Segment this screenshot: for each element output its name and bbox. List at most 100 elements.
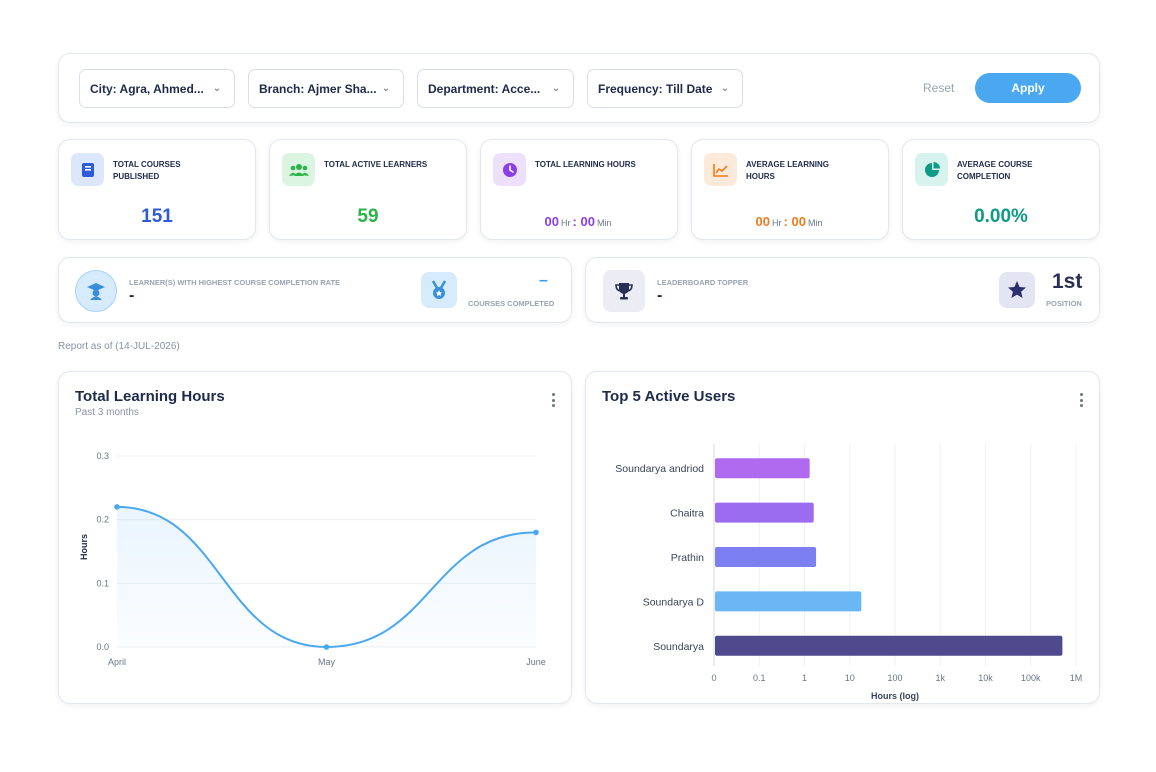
- chart-menu-icon[interactable]: [1077, 392, 1085, 408]
- department-filter-label: Department: Acce...: [428, 81, 541, 96]
- stat-label: TOTAL COURSES PUBLISHED: [113, 160, 181, 181]
- filter-bar: City: Agra, Ahmed... ⌄ Branch: Ajmer Sha…: [58, 53, 1100, 123]
- city-filter-label: City: Agra, Ahmed...: [90, 81, 204, 96]
- line-chart: 0.0 0.1 0.2 0.3 Hours April May June: [79, 451, 546, 667]
- data-point: [533, 529, 539, 536]
- stat-card-learning-hours: TOTAL LEARNING HOURS 00 Hr: 00 Min: [480, 139, 678, 240]
- position-label: POSITION: [1046, 299, 1082, 308]
- stat-label: TOTAL ACTIVE LEARNERS: [324, 160, 428, 169]
- y-tick-label: 0.0: [96, 642, 109, 652]
- x-tick-label: June: [526, 657, 546, 667]
- bar-category-label: Prathin: [671, 552, 704, 564]
- chart-title: Total Learning Hours: [75, 388, 225, 405]
- graduate-icon: [75, 270, 117, 312]
- highest-completion-card: LEARNER(S) WITH HIGHEST COURSE COMPLETIO…: [58, 257, 572, 323]
- chart-menu-icon[interactable]: [549, 392, 557, 408]
- y-tick-label: 0.3: [96, 451, 109, 461]
- book-icon: [71, 153, 104, 186]
- bar: [715, 635, 1063, 656]
- stat-value: 151: [141, 206, 173, 227]
- leaderboard-value: -: [657, 287, 663, 304]
- bar-category-label: Soundarya D: [643, 596, 705, 608]
- branch-filter-label: Branch: Ajmer Sha...: [259, 81, 377, 96]
- hours-unit: Hr: [561, 218, 571, 228]
- data-point: [114, 504, 120, 510]
- x-tick-label: May: [318, 657, 336, 667]
- bar: [715, 591, 862, 612]
- minutes-value: 00: [580, 214, 595, 229]
- highest-completion-value: -: [129, 287, 135, 304]
- courses-completed-label: COURSES COMPLETED: [468, 299, 555, 308]
- line-chart-icon: [704, 153, 737, 186]
- x-tick-label: 0.1: [753, 673, 766, 683]
- leaderboard-card: LEADERBOARD TOPPER - 1st POSITION: [585, 257, 1100, 323]
- data-point: [323, 644, 330, 650]
- stat-value: 59: [357, 206, 379, 227]
- hours-value: 00: [755, 214, 770, 229]
- line-area: [117, 506, 536, 647]
- chevron-down-icon: ⌄: [381, 83, 391, 94]
- branch-filter-dropdown[interactable]: Branch: Ajmer Sha... ⌄: [248, 69, 404, 108]
- average-hours-value: 00 Hr: 00 Min: [692, 214, 888, 229]
- y-tick-label: 0.1: [96, 578, 109, 588]
- star-icon: [999, 272, 1035, 308]
- stat-card-average-hours: AVERAGE LEARNING HOURS 00 Hr: 00 Min: [691, 139, 889, 240]
- y-axis-label: Hours: [79, 534, 89, 560]
- stat-card-courses: TOTAL COURSES PUBLISHED 151: [58, 139, 256, 240]
- users-icon: [282, 153, 315, 186]
- x-tick-label: 10: [845, 673, 855, 683]
- bar-category-label: Soundarya andriod: [615, 463, 704, 475]
- minutes-unit: Min: [596, 218, 612, 228]
- minutes-value: 00: [791, 214, 806, 229]
- trophy-icon: [603, 270, 645, 312]
- bar: [715, 547, 817, 567]
- courses-completed-value: –: [539, 272, 548, 289]
- learning-hours-value: 00 Hr: 00 Min: [481, 214, 677, 229]
- chart-subtitle: Past 3 months: [75, 407, 139, 418]
- apply-button[interactable]: Apply: [975, 73, 1081, 103]
- pie-chart-icon: [915, 153, 948, 186]
- bar-category-label: Soundarya: [653, 641, 704, 653]
- city-filter-dropdown[interactable]: City: Agra, Ahmed... ⌄: [79, 69, 235, 108]
- medal-icon: [421, 272, 457, 308]
- stat-card-completion: AVERAGE COURSE COMPLETION 0.00%: [902, 139, 1100, 240]
- bar-category-label: Chaitra: [670, 508, 704, 520]
- bar-chart: 0 0.1 1 10 100 1k 10k 100k 1M Hours (log) Soundary…: [615, 444, 1083, 701]
- frequency-filter-dropdown[interactable]: Frequency: Till Date ⌄: [587, 69, 743, 108]
- chevron-down-icon: ⌄: [551, 83, 561, 94]
- stat-label: AVERAGE COURSE COMPLETION: [957, 160, 1033, 181]
- stat-value: 0.00%: [974, 206, 1028, 227]
- x-tick-label: April: [108, 657, 126, 667]
- learning-hours-chart-card: Total Learning Hours Past 3 months 0.0 0.…: [58, 371, 572, 704]
- stat-label: AVERAGE LEARNING HOURS: [746, 160, 829, 181]
- y-tick-label: 0.2: [96, 515, 109, 525]
- stat-label: TOTAL LEARNING HOURS: [535, 160, 636, 169]
- clock-icon: [493, 153, 526, 186]
- frequency-filter-label: Frequency: Till Date: [598, 81, 713, 96]
- x-tick-label: 0: [711, 673, 716, 683]
- x-tick-label: 10k: [978, 673, 993, 683]
- highest-completion-label: LEARNER(S) WITH HIGHEST COURSE COMPLETIO…: [129, 278, 341, 287]
- x-axis-label: Hours (log): [871, 691, 919, 701]
- active-users-chart-card: Top 5 Active Users 0 0.1 1 10 100 1k 10k 100k 1M…: [585, 371, 1100, 704]
- x-tick-label: 100k: [1021, 673, 1041, 683]
- stat-card-learners: TOTAL ACTIVE LEARNERS 59: [269, 139, 467, 240]
- position-value: 1st: [1052, 270, 1083, 293]
- hours-value: 00: [544, 214, 559, 229]
- leaderboard-label: LEADERBOARD TOPPER: [657, 278, 749, 287]
- reset-button[interactable]: Reset: [923, 81, 955, 95]
- department-filter-dropdown[interactable]: Department: Acce... ⌄: [417, 69, 574, 108]
- x-tick-label: 1M: [1070, 673, 1083, 683]
- x-tick-label: 1k: [935, 673, 945, 683]
- chevron-down-icon: ⌄: [212, 83, 222, 94]
- bar: [715, 502, 814, 523]
- x-tick-label: 1: [802, 673, 807, 683]
- hours-unit: Hr: [772, 218, 782, 228]
- x-tick-label: 100: [887, 673, 902, 683]
- report-date-text: Report as of (14-JUL-2026): [58, 341, 180, 352]
- chart-title: Top 5 Active Users: [602, 388, 736, 405]
- bar: [715, 458, 810, 479]
- time-separator: :: [572, 214, 577, 229]
- time-separator: :: [783, 214, 788, 229]
- minutes-unit: Min: [807, 218, 823, 228]
